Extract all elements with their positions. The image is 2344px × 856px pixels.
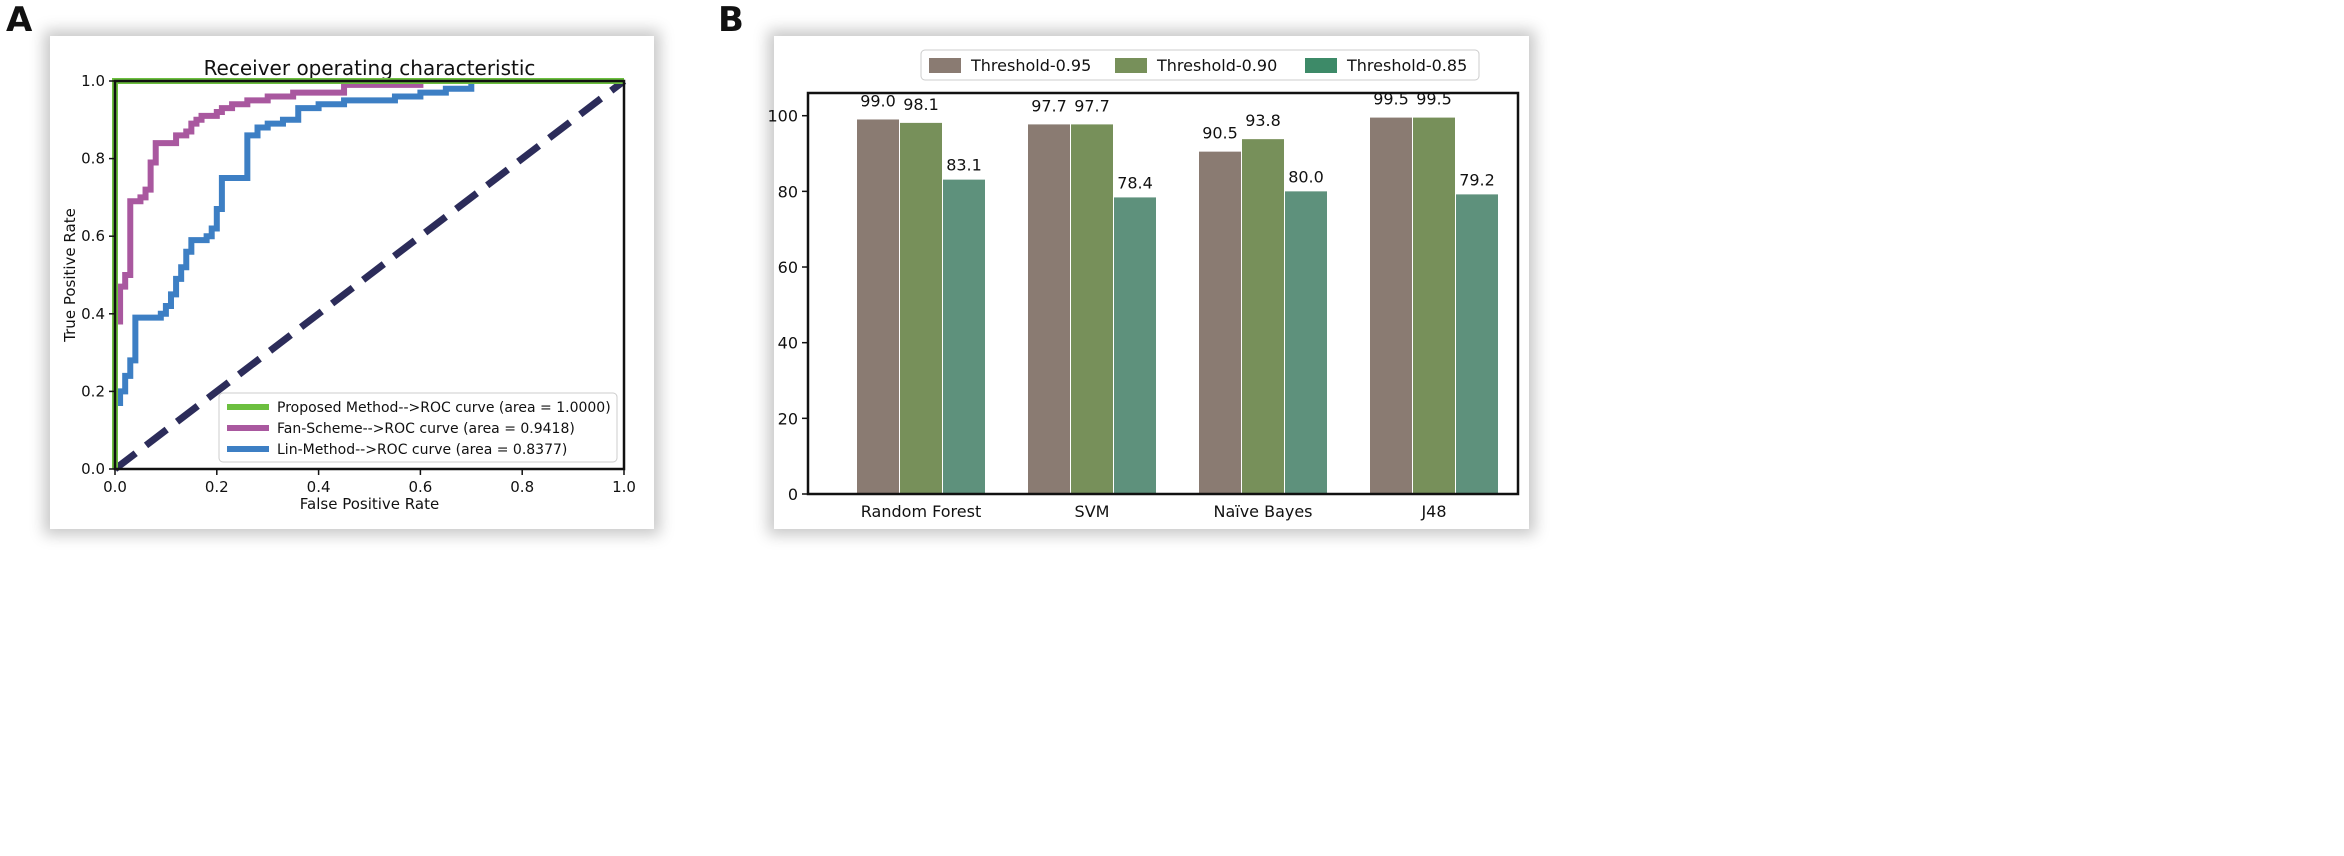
roc-x-tick-label: 0.4 <box>307 478 331 496</box>
roc-legend-box <box>218 392 618 463</box>
bar-1-2 <box>1242 139 1284 494</box>
roc-series-line-2 <box>112 78 624 469</box>
bar-2-1 <box>1114 197 1156 494</box>
roc-y-tick-label: 0.4 <box>81 305 105 323</box>
bar-0-0 <box>857 119 899 494</box>
bar-value-label: 98.1 <box>903 95 939 114</box>
bar-value-label: 99.5 <box>1373 90 1409 109</box>
roc-y-tick-label: 1.0 <box>81 72 105 90</box>
bar-plot-frame <box>806 91 1520 496</box>
roc-x-tick-label: 0.2 <box>205 478 229 496</box>
bar-value-label: 99.0 <box>860 91 896 110</box>
bar-category-label: SVM <box>1075 502 1110 521</box>
roc-title: Receiver operating characteristic <box>204 56 536 80</box>
roc-y-tick-label: 0.0 <box>81 460 105 478</box>
bar-value-label: 80.0 <box>1288 167 1324 186</box>
roc-x-tick-label: 0.0 <box>103 478 127 496</box>
bar-2-3 <box>1456 194 1498 495</box>
bar-value-label: 83.1 <box>946 156 982 175</box>
bar-legend-swatch <box>929 58 961 73</box>
bar-legend-swatch <box>1115 58 1147 73</box>
roc-y-tick-label: 0.8 <box>81 150 105 168</box>
bar-legend-swatch <box>1305 58 1337 73</box>
roc-x-tick-label: 0.6 <box>408 478 432 496</box>
bar-y-tick-label: 60 <box>778 258 798 277</box>
bar-1-1 <box>1071 124 1113 495</box>
bar-0-3 <box>1370 117 1412 494</box>
bar-y-tick-label: 20 <box>778 409 798 428</box>
roc-y-axis-label: True Positive Rate <box>61 208 79 343</box>
roc-legend-label: Fan-Scheme-->ROC curve (area = 0.9418) <box>277 421 575 437</box>
roc-x-tick-label: 0.8 <box>510 478 534 496</box>
roc-series-line-1 <box>112 78 624 469</box>
roc-plot-frame <box>113 79 626 471</box>
bar-0-2 <box>1199 151 1241 495</box>
bar-y-tick-label: 100 <box>767 107 798 126</box>
bar-category-label: Naïve Bayes <box>1213 502 1312 521</box>
bar-value-label: 97.7 <box>1074 96 1110 115</box>
roc-legend-label: Proposed Method-->ROC curve (area = 1.00… <box>277 400 611 416</box>
panel-label-a: A <box>6 0 33 40</box>
bar-value-label: 78.4 <box>1117 173 1153 192</box>
bar-0-1 <box>1028 124 1070 495</box>
roc-series-line-3 <box>112 78 627 472</box>
bar-y-tick-label: 80 <box>778 182 798 201</box>
bar-1-3 <box>1413 117 1455 494</box>
bar-legend-label: Threshold-0.90 <box>1156 56 1277 75</box>
roc-legend-label: Lin-Method-->ROC curve (area = 0.8377) <box>277 442 567 458</box>
bar-value-label: 99.5 <box>1416 90 1452 109</box>
bar-value-label: 97.7 <box>1031 96 1067 115</box>
bar-legend-box <box>920 49 1480 81</box>
bar-category-label: Random Forest <box>861 502 981 521</box>
bar-legend-label: Threshold-0.95 <box>970 56 1091 75</box>
bar-value-label: 79.2 <box>1459 170 1495 189</box>
bar-2-0 <box>943 179 985 494</box>
bar-value-label: 93.8 <box>1245 111 1281 130</box>
bar-legend-label: Threshold-0.85 <box>1346 56 1467 75</box>
roc-x-tick-label: 1.0 <box>612 478 636 496</box>
bar-value-label: 90.5 <box>1202 124 1238 143</box>
roc-y-tick-label: 0.6 <box>81 227 105 245</box>
bar-y-tick-label: 40 <box>778 334 798 353</box>
roc-x-axis-label: False Positive Rate <box>300 495 439 513</box>
bar-y-tick-label: 0 <box>788 485 798 504</box>
roc-y-tick-label: 0.2 <box>81 382 105 400</box>
bar-1-0 <box>900 122 942 494</box>
bar-category-label: J48 <box>1420 502 1446 521</box>
panel-label-b: B <box>718 0 744 40</box>
bar-2-2 <box>1285 191 1327 494</box>
